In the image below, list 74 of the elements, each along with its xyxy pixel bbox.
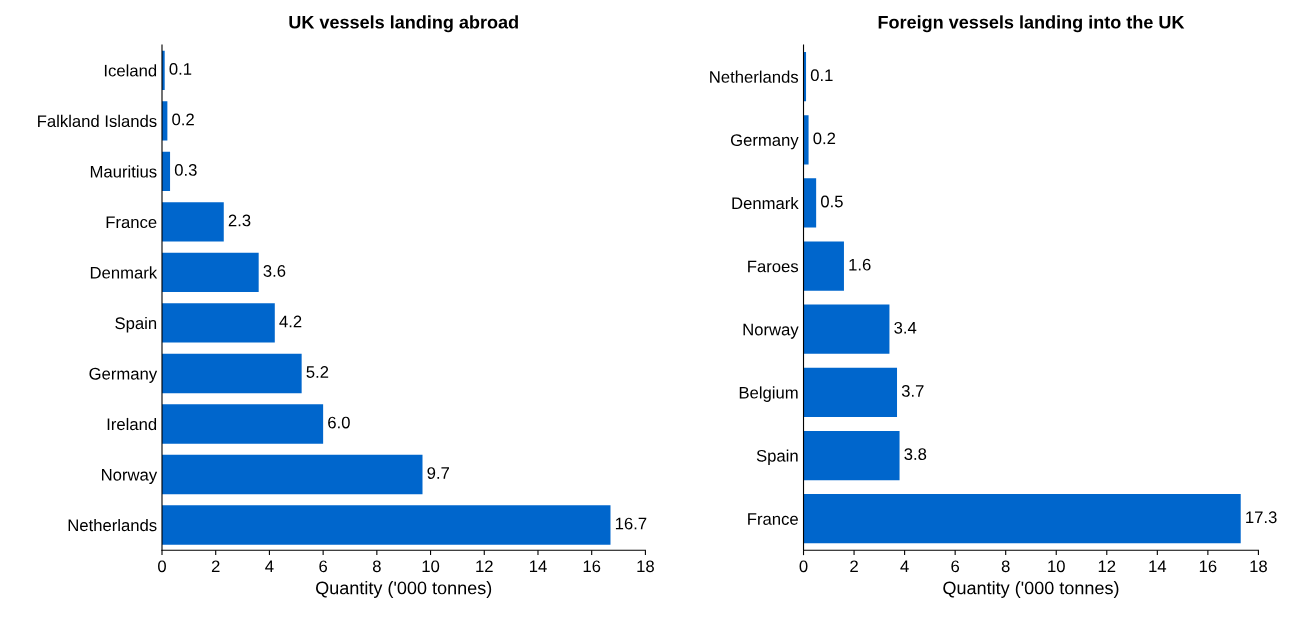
x-tick-label: 14 bbox=[529, 560, 547, 573]
x-tick-label: 10 bbox=[422, 560, 440, 573]
bar bbox=[803, 494, 1241, 544]
y-tick-label: France bbox=[748, 513, 798, 525]
x-tick-label: 8 bbox=[372, 560, 381, 573]
y-tick-label: Norway bbox=[102, 469, 158, 484]
data-label: 0.1 bbox=[169, 63, 192, 75]
x-tick-label: 10 bbox=[1048, 560, 1065, 573]
x-tick-label: 8 bbox=[1001, 560, 1010, 573]
y-tick-label: Denmark bbox=[732, 196, 799, 210]
data-label: 16.7 bbox=[615, 517, 647, 530]
y-tick-label: Faroes bbox=[748, 260, 799, 273]
data-label: 0.2 bbox=[813, 132, 836, 145]
x-tick-label: 12 bbox=[1098, 560, 1116, 573]
data-label: 3.4 bbox=[894, 321, 917, 334]
data-label: 6.0 bbox=[328, 416, 350, 429]
data-label: 9.7 bbox=[427, 467, 449, 479]
data-label: 1.6 bbox=[849, 258, 871, 271]
bar bbox=[162, 404, 324, 444]
y-tick-label: Norway bbox=[743, 323, 799, 339]
chart-title: UK vessels landing abroad bbox=[289, 15, 518, 33]
x-tick-label: 4 bbox=[265, 560, 274, 573]
x-tick-label: 0 bbox=[799, 560, 808, 573]
x-axis-title: Quantity ('000 tonnes) bbox=[943, 581, 1119, 598]
x-tick-label: 18 bbox=[637, 560, 654, 573]
bar bbox=[162, 202, 224, 242]
x-tick-label: 2 bbox=[211, 560, 220, 573]
data-label: 0.3 bbox=[174, 164, 197, 176]
x-tick-label: 6 bbox=[951, 560, 960, 573]
bar bbox=[162, 505, 611, 545]
chart-title: Foreign vessels landing into the UK bbox=[878, 15, 1185, 33]
x-tick-label: 4 bbox=[900, 560, 909, 573]
bar bbox=[162, 303, 275, 343]
data-label: 0.5 bbox=[820, 195, 843, 208]
data-label: 17.3 bbox=[1246, 511, 1277, 524]
y-tick-label: Germany bbox=[730, 134, 799, 150]
x-tick-label: 2 bbox=[850, 560, 858, 573]
bar bbox=[803, 178, 817, 228]
x-tick-label: 14 bbox=[1149, 560, 1167, 573]
y-tick-label: France bbox=[106, 216, 157, 229]
data-label: 3.8 bbox=[904, 448, 927, 461]
bar bbox=[803, 115, 809, 165]
data-label: 3.7 bbox=[901, 385, 924, 397]
data-label: 4.2 bbox=[279, 315, 302, 328]
y-tick-label: Germany bbox=[89, 367, 158, 383]
y-tick-label: Ireland bbox=[107, 417, 157, 431]
x-tick-label: 12 bbox=[476, 560, 493, 573]
y-tick-label: Netherlands bbox=[68, 518, 157, 532]
y-tick-label: Falkland Islands bbox=[38, 114, 157, 128]
bar bbox=[803, 304, 890, 354]
x-tick-label: 16 bbox=[583, 560, 601, 573]
bar bbox=[162, 353, 302, 394]
x-tick-label: 16 bbox=[1199, 560, 1217, 573]
y-tick-label: Denmark bbox=[90, 266, 158, 279]
data-label: 2.3 bbox=[228, 214, 251, 227]
y-tick-label: Mauritius bbox=[90, 165, 157, 178]
data-label: 0.1 bbox=[810, 69, 833, 82]
y-tick-label: Netherlands bbox=[710, 70, 799, 83]
bar bbox=[803, 430, 900, 481]
bar bbox=[162, 454, 423, 495]
bar bbox=[162, 252, 259, 293]
x-tick-label: 18 bbox=[1250, 560, 1267, 573]
data-label: 5.2 bbox=[306, 366, 329, 378]
data-label: 0.2 bbox=[172, 113, 194, 126]
y-tick-label: Spain bbox=[115, 316, 157, 333]
data-label: 3.6 bbox=[263, 265, 286, 277]
bar bbox=[803, 241, 844, 291]
y-tick-label: Iceland bbox=[104, 64, 157, 77]
x-tick-label: 6 bbox=[319, 560, 328, 573]
x-axis-title: Quantity ('000 tonnes) bbox=[316, 581, 492, 598]
y-tick-label: Belgium bbox=[739, 386, 798, 402]
y-tick-label: Spain bbox=[756, 449, 798, 466]
x-tick-label: 0 bbox=[158, 560, 166, 573]
bar bbox=[803, 367, 898, 418]
